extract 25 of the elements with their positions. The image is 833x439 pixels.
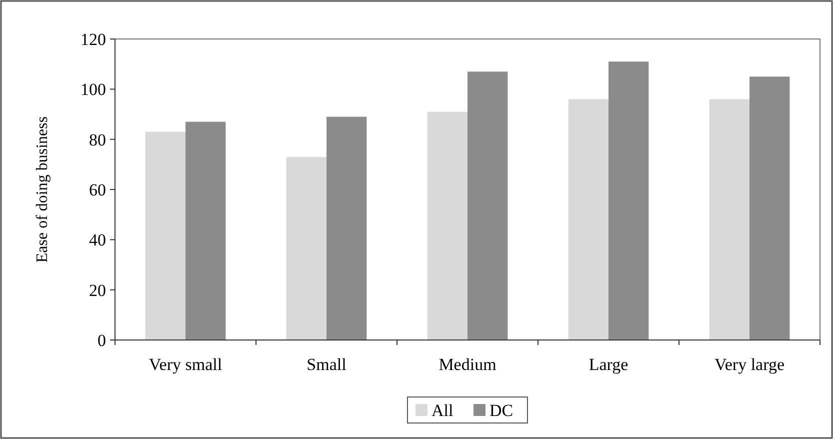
bar (568, 99, 608, 340)
bar (326, 116, 367, 340)
x-tick-label: Very large (714, 355, 785, 374)
y-tick-label: 40 (89, 230, 106, 250)
x-tick-label: Very small (148, 355, 222, 374)
legend-label: DC (490, 400, 514, 420)
bar (427, 112, 468, 340)
y-tick-label: 120 (80, 30, 106, 49)
y-tick-label: 0 (98, 330, 106, 350)
bar (468, 72, 508, 340)
bar (186, 122, 226, 340)
bar (286, 156, 326, 340)
bar (608, 62, 649, 340)
y-tick-label: 60 (89, 180, 106, 200)
x-tick-label: Large (588, 355, 628, 374)
bar (145, 132, 186, 340)
bar (750, 76, 790, 340)
y-tick-label: 20 (89, 280, 106, 300)
y-axis-title: Ease of doing business (34, 116, 51, 263)
x-tick-label: Medium (438, 355, 496, 374)
y-tick-label: 80 (89, 130, 106, 150)
x-tick-label: Small (306, 355, 347, 374)
legend-label: All (432, 400, 454, 420)
bar (709, 99, 750, 340)
y-tick-label: 100 (80, 80, 106, 100)
